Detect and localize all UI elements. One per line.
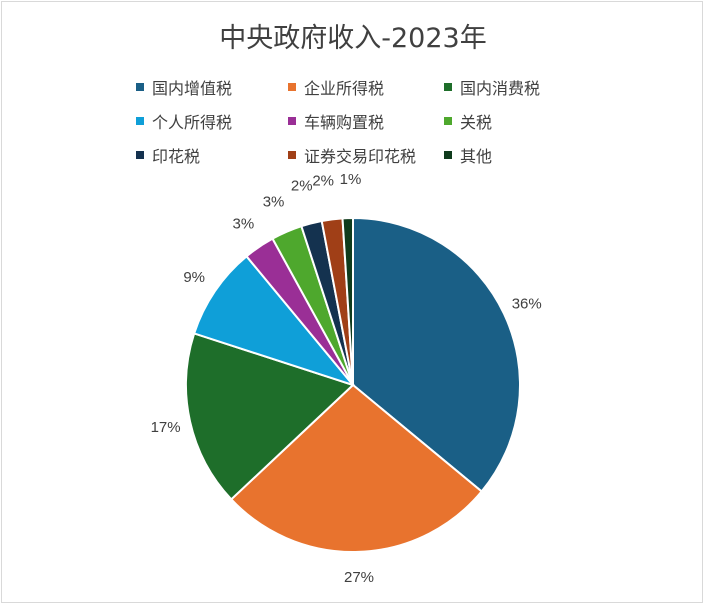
legend-item: 国内消费税 (444, 76, 540, 98)
pie-data-label: 3% (233, 216, 255, 233)
legend-label: 国内消费税 (460, 79, 541, 98)
legend-label: 其他 (460, 147, 493, 166)
pie-data-label: 3% (263, 193, 285, 210)
legend-label: 国内增值税 (152, 79, 233, 98)
legend-swatch (136, 151, 144, 159)
legend-item: 证券交易印花税 (288, 144, 416, 166)
legend-swatch (288, 151, 296, 159)
legend-swatch (136, 117, 144, 125)
pie-data-label: 9% (183, 269, 205, 286)
pie-slice (229, 383, 484, 553)
pie-slice (352, 216, 521, 493)
legend-label: 企业所得税 (304, 79, 385, 98)
legend-swatch (444, 117, 452, 125)
legend-item: 企业所得税 (288, 76, 384, 98)
pie-data-label: 17% (151, 419, 181, 436)
legend-swatch (288, 83, 296, 91)
legend-label: 关税 (460, 113, 493, 132)
legend-item: 个人所得税 (136, 110, 232, 132)
legend-swatch (444, 151, 452, 159)
legend-swatch (288, 117, 296, 125)
pie-data-label: 2% (291, 177, 313, 194)
chart-title: 中央政府收入-2023年 (219, 23, 487, 54)
legend-label: 车辆购置税 (304, 113, 385, 132)
legend-label: 个人所得税 (152, 113, 233, 132)
legend-item: 印花税 (136, 144, 200, 166)
pie-slice (192, 254, 356, 388)
legend-label: 印花税 (152, 147, 201, 166)
legend-item: 关税 (444, 110, 492, 132)
pie-slice (341, 216, 354, 386)
legend-swatch (444, 83, 452, 91)
pie-data-label: 27% (344, 569, 374, 586)
legend-item: 车辆购置税 (288, 110, 384, 132)
legend-swatch (136, 83, 144, 91)
pie-data-label: 36% (512, 295, 542, 312)
pie-data-label: 2% (312, 173, 334, 190)
pie-data-label: 1% (340, 171, 362, 188)
legend-item: 国内增值税 (136, 76, 232, 98)
pie-slice (185, 332, 355, 501)
legend-label: 证券交易印花税 (304, 147, 417, 166)
legend-item: 其他 (444, 144, 492, 166)
